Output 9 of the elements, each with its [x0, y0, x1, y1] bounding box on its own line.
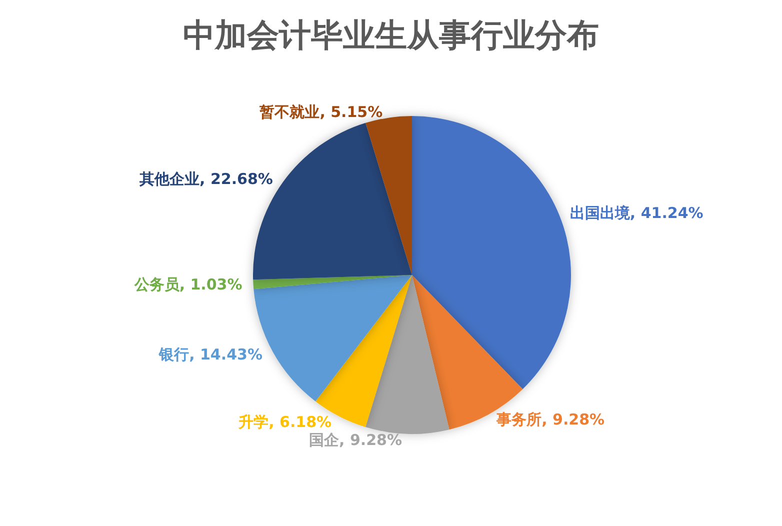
slice-label: 出国出境, 41.24%	[570, 204, 704, 222]
slice-label: 国企, 9.28%	[309, 430, 402, 449]
slice-label: 事务所, 9.28%	[496, 410, 605, 429]
chart-title: 中加会计毕业生从事行业分布	[183, 16, 599, 54]
slice-label: 暂不就业, 5.15%	[258, 102, 383, 121]
slice-label: 升学, 6.18%	[238, 412, 332, 431]
slice-label: 其他企业, 22.68%	[138, 170, 273, 188]
slice-label: 银行, 14.43%	[158, 346, 262, 364]
slice-label: 公务员, 1.03%	[133, 276, 242, 294]
